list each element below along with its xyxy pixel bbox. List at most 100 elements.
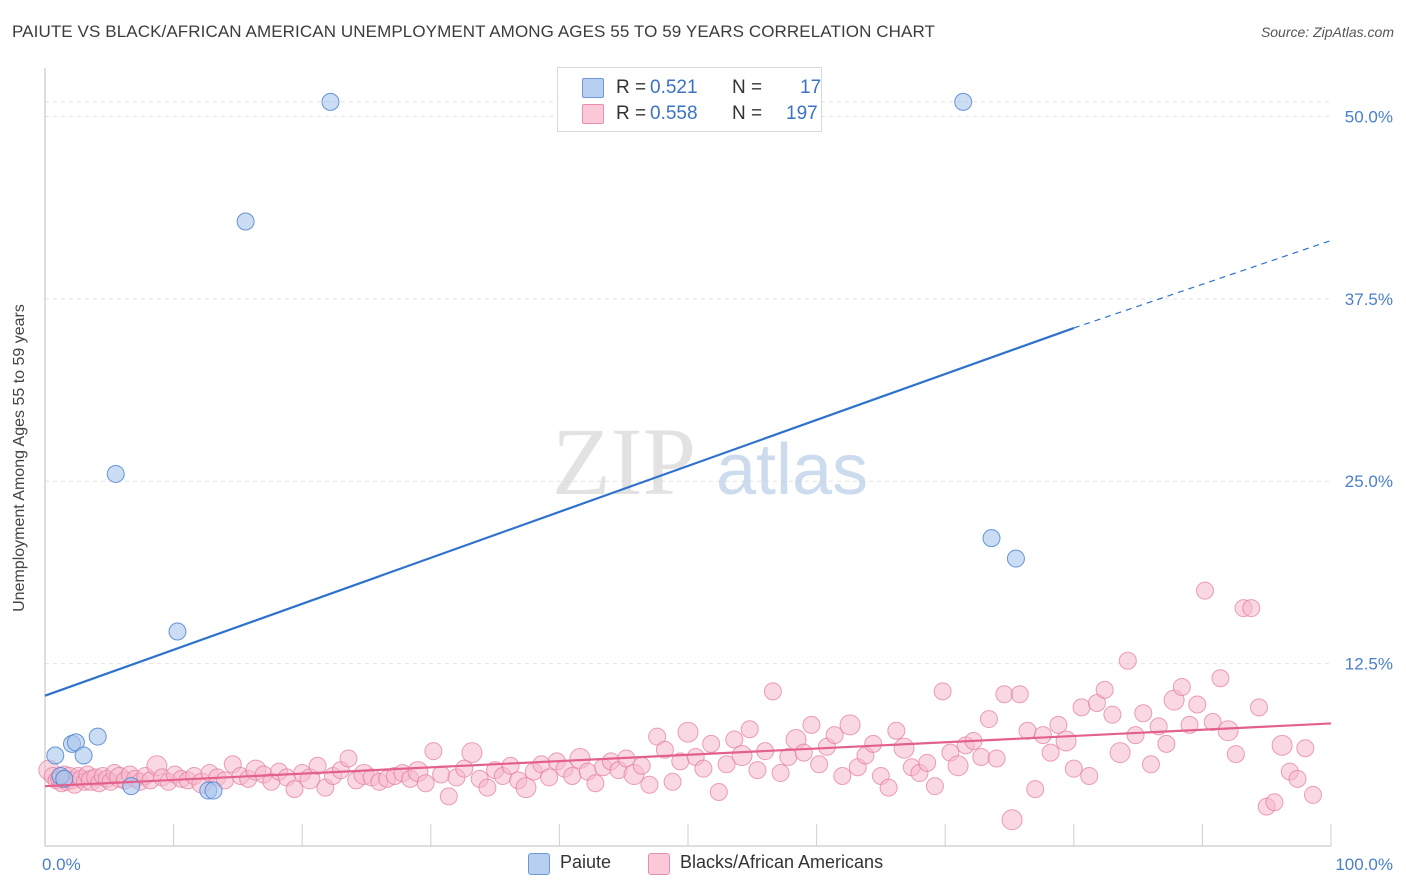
gridlines bbox=[45, 101, 1331, 665]
data-point-paiute bbox=[321, 92, 340, 111]
bottom-legend-swatch-blacks bbox=[648, 853, 670, 875]
data-point-blacks bbox=[748, 761, 767, 780]
data-point-blacks bbox=[918, 753, 937, 772]
data-point-blacks bbox=[995, 685, 1014, 704]
data-point-blacks bbox=[1271, 734, 1293, 756]
data-point-paiute bbox=[982, 529, 1001, 548]
data-point-paiute bbox=[88, 727, 107, 746]
data-point-blacks bbox=[740, 720, 759, 739]
data-point-blacks bbox=[810, 755, 829, 774]
legend-r-label: R = bbox=[616, 77, 647, 98]
data-point-blacks bbox=[1026, 780, 1045, 799]
data-point-blacks bbox=[1172, 677, 1191, 696]
data-point-blacks bbox=[1203, 712, 1222, 731]
legend-n-value: 17 bbox=[800, 77, 822, 98]
data-point-blacks bbox=[1226, 745, 1245, 764]
axes bbox=[44, 68, 1332, 847]
chart-title: PAIUTE VS BLACK/AFRICAN AMERICAN UNEMPLO… bbox=[12, 22, 936, 41]
source-note: Source: ZipAtlas.com bbox=[1260, 24, 1394, 40]
data-point-blacks bbox=[478, 778, 497, 797]
trend-line-blacks bbox=[44, 722, 1332, 788]
data-point-blacks bbox=[540, 768, 559, 787]
data-point-blacks bbox=[1188, 695, 1207, 714]
data-point-blacks bbox=[1095, 680, 1114, 699]
data-point-blacks bbox=[933, 682, 952, 701]
data-point-paiute bbox=[106, 464, 125, 483]
data-point-blacks bbox=[1288, 769, 1307, 788]
data-point-blacks bbox=[663, 772, 682, 791]
y-tick-label: 25.0% bbox=[1345, 472, 1393, 491]
legend-n-label: N = bbox=[732, 77, 763, 98]
data-point-blacks bbox=[1010, 685, 1029, 704]
data-point-paiute bbox=[1006, 549, 1025, 568]
data-point-blacks bbox=[1018, 721, 1037, 740]
data-point-blacks bbox=[925, 777, 944, 796]
bottom-legend-swatch-paiute bbox=[528, 853, 550, 875]
data-point-blacks bbox=[1157, 734, 1176, 753]
data-point-blacks bbox=[1103, 705, 1122, 724]
data-point-blacks bbox=[1080, 766, 1099, 785]
data-point-blacks bbox=[1064, 759, 1083, 778]
data-point-blacks bbox=[416, 774, 435, 793]
data-point-blacks bbox=[1041, 743, 1060, 762]
data-point-paiute bbox=[74, 746, 93, 765]
trend-line-paiute bbox=[44, 327, 1075, 697]
data-point-blacks bbox=[1296, 739, 1315, 758]
data-point-blacks bbox=[1211, 669, 1230, 688]
data-point-blacks bbox=[947, 755, 969, 777]
data-point-blacks bbox=[1265, 793, 1284, 812]
data-point-blacks bbox=[979, 710, 998, 729]
x-tick-label: 0.0% bbox=[42, 855, 81, 874]
legend-r-label: R = bbox=[616, 103, 647, 124]
legend-r-value: 0.521 bbox=[650, 77, 698, 98]
y-tick-label: 50.0% bbox=[1345, 107, 1393, 126]
data-point-blacks bbox=[1303, 785, 1322, 804]
data-point-blacks bbox=[1217, 720, 1239, 742]
data-point-blacks bbox=[563, 766, 582, 785]
legend-n-label: N = bbox=[732, 103, 763, 124]
data-point-paiute bbox=[122, 777, 141, 796]
data-point-blacks bbox=[424, 742, 443, 761]
data-point-blacks bbox=[702, 734, 721, 753]
data-point-blacks bbox=[725, 730, 744, 749]
data-point-blacks bbox=[640, 775, 659, 794]
data-point-blacks bbox=[972, 747, 991, 766]
data-point-blacks bbox=[833, 766, 852, 785]
data-point-blacks bbox=[1072, 698, 1091, 717]
series-blacks-points bbox=[38, 581, 1322, 831]
data-point-blacks bbox=[802, 715, 821, 734]
correlation-legend: R = 0.521 N = 17 R = 0.558 N = 197 bbox=[557, 67, 822, 132]
data-point-blacks bbox=[731, 745, 753, 767]
data-point-blacks bbox=[1033, 726, 1052, 745]
data-point-blacks bbox=[864, 734, 883, 753]
watermark-zip: ZIP bbox=[552, 408, 696, 515]
trend-line-paiute-extension bbox=[1073, 239, 1332, 329]
data-point-blacks bbox=[1126, 726, 1145, 745]
data-point-blacks bbox=[879, 778, 898, 797]
data-point-blacks bbox=[439, 787, 458, 806]
y-tick-label: 12.5% bbox=[1345, 655, 1393, 674]
data-point-blacks bbox=[677, 721, 699, 743]
x-tick-label: 100.0% bbox=[1335, 855, 1393, 874]
data-point-blacks bbox=[501, 756, 520, 775]
data-point-paiute bbox=[55, 769, 74, 788]
data-point-paiute bbox=[954, 92, 973, 111]
trend-lines bbox=[44, 239, 1332, 788]
data-point-blacks bbox=[1118, 651, 1137, 670]
data-point-blacks bbox=[285, 780, 304, 799]
data-point-blacks bbox=[717, 755, 736, 774]
watermark-atlas: atlas bbox=[716, 430, 868, 510]
data-point-blacks bbox=[709, 783, 728, 802]
data-point-blacks bbox=[1195, 581, 1214, 600]
watermark: ZIP atlas bbox=[552, 408, 868, 515]
legend-swatch-blacks bbox=[582, 104, 604, 124]
data-point-blacks bbox=[432, 765, 451, 784]
data-point-blacks bbox=[887, 721, 906, 740]
data-point-blacks bbox=[1249, 698, 1268, 717]
data-point-blacks bbox=[461, 742, 483, 764]
data-point-blacks bbox=[655, 740, 674, 759]
bottom-legend-label-blacks: Blacks/African Americans bbox=[680, 852, 884, 872]
data-point-paiute bbox=[46, 746, 65, 765]
data-point-blacks bbox=[771, 764, 790, 783]
